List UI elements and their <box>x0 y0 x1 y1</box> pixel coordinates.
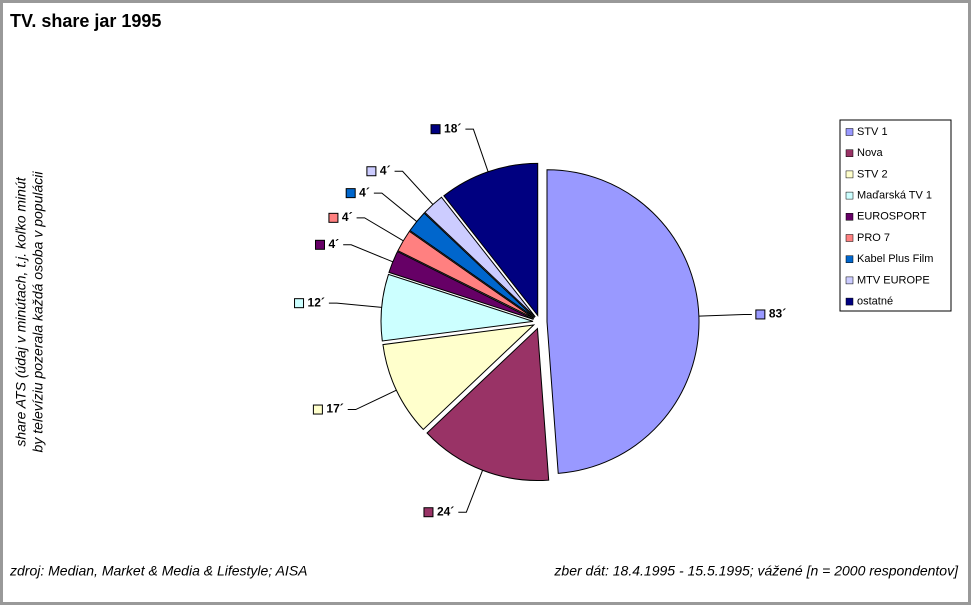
source-note: zdroj: Median, Market & Media & Lifestyl… <box>9 563 308 579</box>
label-swatch <box>294 298 305 309</box>
legend-swatch <box>845 170 854 179</box>
legend-label: MTV EUROPE <box>857 274 930 286</box>
pie-slice <box>424 196 536 318</box>
pie-slice <box>409 212 535 318</box>
legend-swatch <box>845 149 854 157</box>
leader-line <box>465 128 489 172</box>
pie-slice <box>380 273 534 342</box>
legend-label: Maďarská TV 1 <box>857 190 932 202</box>
data-label: 83´ <box>769 307 786 321</box>
y-label-line: share ATS (údaj v minútach, t.j. koľko m… <box>13 176 29 446</box>
y-label: share ATS (údaj v minútach, t.j. koľko m… <box>13 171 46 453</box>
data-label: 18´ <box>444 121 461 135</box>
label-swatch <box>430 124 441 135</box>
leader-line <box>698 313 752 317</box>
legend-label: EUROSPORT <box>857 211 927 223</box>
label-swatch <box>314 239 325 250</box>
data-label: 4´ <box>380 163 391 177</box>
leader-line <box>458 470 484 513</box>
legend-label: Kabel Plus Film <box>857 253 933 265</box>
leader-line <box>394 170 434 205</box>
pie-slice <box>397 230 535 319</box>
pie-slice <box>426 327 550 482</box>
legend-swatch <box>845 276 854 285</box>
leader-line <box>373 192 418 222</box>
data-note: zber dát: 18.4.1995 - 15.5.1995; vážené … <box>553 563 959 579</box>
data-label: 4´ <box>359 185 370 199</box>
pie-slice <box>388 250 534 320</box>
legend-label: ostatné <box>857 296 893 308</box>
label-swatch <box>328 212 339 223</box>
legend-swatch <box>845 128 854 136</box>
legend-swatch <box>845 297 854 306</box>
data-label: 4´ <box>342 210 353 224</box>
legend-swatch <box>845 191 854 200</box>
label-swatch <box>345 188 356 199</box>
data-label: 12´ <box>308 295 325 309</box>
y-label-line: by televíziu pozerala každá osoba v popu… <box>30 171 46 453</box>
legend-swatch <box>845 213 854 221</box>
data-label: 17´ <box>326 402 343 416</box>
legend-swatch <box>845 234 854 242</box>
legend-label: STV 1 <box>857 126 888 138</box>
leader-line <box>328 302 382 308</box>
label-swatch <box>423 507 434 518</box>
label-swatch <box>366 166 377 177</box>
legend-label: Nova <box>857 147 884 159</box>
label-swatch <box>312 404 323 415</box>
leader-line <box>356 217 404 242</box>
label-swatch <box>755 309 766 320</box>
legend-swatch <box>845 255 854 263</box>
legend-box <box>839 119 952 312</box>
data-label: 24´ <box>437 504 454 518</box>
legend-label: STV 2 <box>857 168 888 180</box>
chart-title: TV. share jar 1995 <box>10 11 161 31</box>
data-label: 4´ <box>328 237 339 251</box>
leader-line <box>347 389 397 411</box>
legend-label: PRO 7 <box>857 232 890 244</box>
leader-line <box>343 244 394 263</box>
